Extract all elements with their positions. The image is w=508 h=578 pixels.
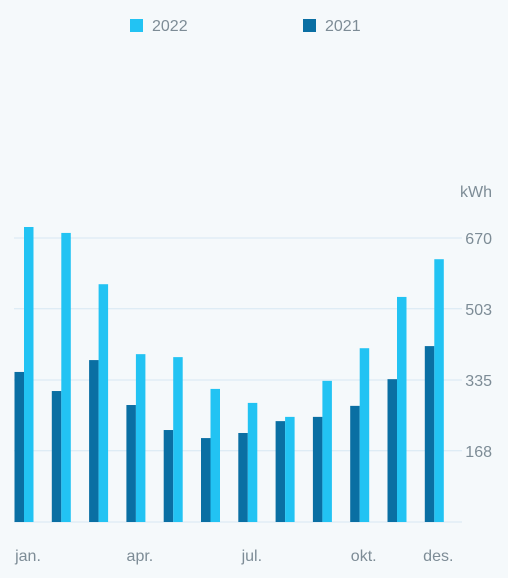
bar [51, 391, 62, 522]
legend-swatch [303, 19, 316, 32]
bar [238, 432, 248, 522]
bar [14, 371, 24, 522]
bar [434, 259, 444, 522]
bar [24, 226, 34, 522]
bar [397, 296, 407, 522]
x-tick-label: jan. [14, 548, 41, 565]
legend-label: 2022 [152, 18, 188, 35]
legend-label: 2021 [325, 18, 361, 35]
bar [98, 284, 109, 522]
bar [61, 232, 71, 522]
bar [135, 354, 146, 522]
y-tick-label: 503 [465, 302, 492, 319]
bar [285, 416, 295, 522]
x-tick-label: okt. [351, 548, 377, 565]
bar [201, 438, 211, 522]
y-tick-label: 335 [465, 373, 492, 390]
bar [163, 430, 174, 522]
bar [247, 402, 258, 522]
y-axis-unit: kWh [460, 184, 492, 201]
legend-swatch [130, 19, 143, 32]
bar [275, 421, 286, 522]
bar [312, 416, 323, 522]
bar [89, 360, 99, 522]
bar [350, 405, 360, 522]
bar [126, 405, 136, 522]
y-tick-label: 670 [465, 231, 492, 248]
bar [210, 388, 220, 522]
x-tick-label: des. [423, 548, 453, 565]
bar [359, 348, 370, 522]
y-tick-label: 168 [465, 444, 492, 461]
bar [322, 380, 332, 522]
bar [173, 357, 183, 522]
x-tick-label: jul. [241, 548, 262, 565]
bar [387, 379, 397, 522]
bar [424, 346, 435, 522]
x-tick-label: apr. [127, 548, 154, 565]
